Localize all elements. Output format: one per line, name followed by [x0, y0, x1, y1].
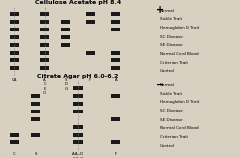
Text: Normal Cord Blood: Normal Cord Blood: [160, 52, 199, 56]
FancyBboxPatch shape: [73, 133, 83, 137]
FancyBboxPatch shape: [85, 12, 95, 16]
FancyBboxPatch shape: [73, 125, 83, 129]
Text: +: +: [156, 5, 164, 15]
FancyBboxPatch shape: [111, 94, 120, 98]
FancyBboxPatch shape: [111, 27, 120, 31]
FancyBboxPatch shape: [31, 109, 40, 113]
FancyBboxPatch shape: [73, 109, 83, 113]
FancyBboxPatch shape: [40, 51, 49, 55]
Text: Normal Cord Blood: Normal Cord Blood: [160, 126, 199, 130]
Text: Criterion Trait: Criterion Trait: [160, 135, 188, 139]
Text: A₂
C
E
O: A₂ C E O: [43, 78, 47, 95]
FancyBboxPatch shape: [31, 94, 40, 98]
Text: SC Disease: SC Disease: [160, 35, 183, 39]
FancyBboxPatch shape: [40, 12, 49, 16]
FancyBboxPatch shape: [31, 133, 40, 137]
Text: Hemoglobin D Trait: Hemoglobin D Trait: [160, 26, 199, 30]
FancyBboxPatch shape: [40, 66, 49, 70]
FancyBboxPatch shape: [40, 20, 49, 24]
FancyBboxPatch shape: [111, 51, 120, 55]
FancyBboxPatch shape: [40, 35, 49, 39]
FancyBboxPatch shape: [73, 94, 83, 98]
FancyBboxPatch shape: [85, 20, 95, 24]
FancyBboxPatch shape: [10, 58, 19, 62]
FancyBboxPatch shape: [111, 66, 120, 70]
Text: Normal: Normal: [160, 9, 175, 13]
Text: Hemoglobin D Trait: Hemoglobin D Trait: [160, 100, 199, 104]
FancyBboxPatch shape: [61, 20, 71, 24]
FancyBboxPatch shape: [111, 58, 120, 62]
FancyBboxPatch shape: [61, 27, 71, 31]
Text: CA: CA: [12, 78, 17, 82]
FancyBboxPatch shape: [10, 12, 19, 16]
Text: −: −: [156, 79, 164, 89]
Text: Sickle Trait: Sickle Trait: [160, 92, 182, 96]
Text: Sickle Trait: Sickle Trait: [160, 17, 182, 21]
Text: S
D
G: S D G: [64, 78, 67, 91]
FancyBboxPatch shape: [10, 66, 19, 70]
Title: Cellulose Acetate pH 8.4: Cellulose Acetate pH 8.4: [35, 0, 121, 5]
Text: Control: Control: [160, 70, 175, 73]
FancyBboxPatch shape: [10, 51, 19, 55]
Text: S: S: [34, 152, 37, 156]
Text: Normal: Normal: [160, 83, 175, 87]
FancyBboxPatch shape: [40, 27, 49, 31]
FancyBboxPatch shape: [73, 140, 83, 144]
FancyBboxPatch shape: [10, 140, 19, 144]
FancyBboxPatch shape: [111, 140, 120, 144]
FancyBboxPatch shape: [10, 27, 19, 31]
FancyBboxPatch shape: [73, 102, 83, 106]
FancyBboxPatch shape: [85, 51, 95, 55]
FancyBboxPatch shape: [61, 35, 71, 39]
Text: Criterion Trait: Criterion Trait: [160, 61, 188, 65]
Text: SE Disease: SE Disease: [160, 43, 183, 47]
FancyBboxPatch shape: [10, 133, 19, 137]
Text: A: A: [114, 78, 117, 82]
FancyBboxPatch shape: [73, 86, 83, 90]
Text: F: F: [115, 152, 117, 156]
Text: SE Disease: SE Disease: [160, 118, 183, 122]
FancyBboxPatch shape: [31, 102, 40, 106]
FancyBboxPatch shape: [10, 20, 19, 24]
Title: Citrate Agar pH 6.0-6.2: Citrate Agar pH 6.0-6.2: [37, 74, 119, 79]
FancyBboxPatch shape: [111, 12, 120, 16]
FancyBboxPatch shape: [111, 20, 120, 24]
Text: C: C: [13, 152, 16, 156]
Text: Control: Control: [160, 144, 175, 148]
Text: SC Disease: SC Disease: [160, 109, 183, 113]
FancyBboxPatch shape: [40, 43, 49, 47]
FancyBboxPatch shape: [61, 43, 71, 47]
FancyBboxPatch shape: [31, 117, 40, 121]
FancyBboxPatch shape: [111, 117, 120, 121]
FancyBboxPatch shape: [10, 43, 19, 47]
FancyBboxPatch shape: [10, 35, 19, 39]
Text: F: F: [89, 78, 91, 82]
FancyBboxPatch shape: [40, 58, 49, 62]
Text: A,A₂,D
G,E,O: A,A₂,D G,E,O: [72, 152, 84, 158]
